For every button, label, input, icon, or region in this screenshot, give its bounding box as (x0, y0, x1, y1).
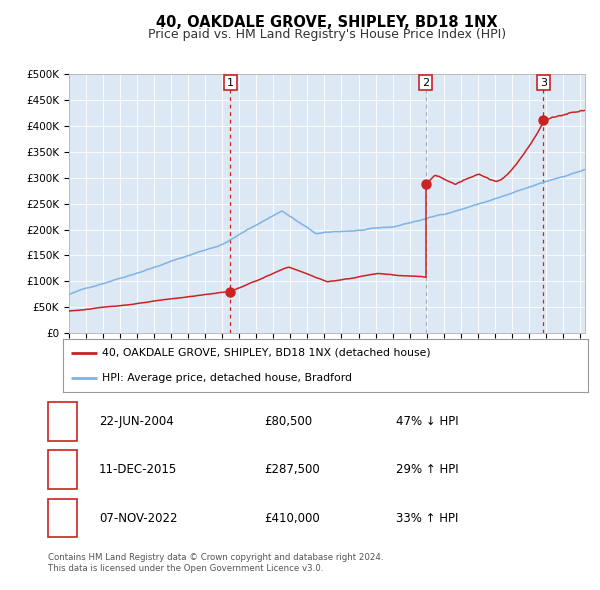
Text: 29% ↑ HPI: 29% ↑ HPI (396, 463, 458, 476)
Text: Contains HM Land Registry data © Crown copyright and database right 2024.
This d: Contains HM Land Registry data © Crown c… (48, 553, 383, 573)
Text: Price paid vs. HM Land Registry's House Price Index (HPI): Price paid vs. HM Land Registry's House … (148, 28, 506, 41)
Text: 11-DEC-2015: 11-DEC-2015 (99, 463, 177, 476)
Text: 1: 1 (59, 415, 66, 428)
Text: 3: 3 (59, 512, 66, 525)
Text: 07-NOV-2022: 07-NOV-2022 (99, 512, 178, 525)
Text: HPI: Average price, detached house, Bradford: HPI: Average price, detached house, Brad… (103, 373, 352, 383)
Text: 2: 2 (422, 78, 429, 88)
Text: 2: 2 (59, 463, 66, 476)
Text: 40, OAKDALE GROVE, SHIPLEY, BD18 1NX (detached house): 40, OAKDALE GROVE, SHIPLEY, BD18 1NX (de… (103, 348, 431, 358)
Text: 40, OAKDALE GROVE, SHIPLEY, BD18 1NX: 40, OAKDALE GROVE, SHIPLEY, BD18 1NX (156, 15, 498, 30)
Text: £287,500: £287,500 (264, 463, 320, 476)
Text: 22-JUN-2004: 22-JUN-2004 (99, 415, 174, 428)
Text: 33% ↑ HPI: 33% ↑ HPI (396, 512, 458, 525)
Text: £80,500: £80,500 (264, 415, 312, 428)
Text: £410,000: £410,000 (264, 512, 320, 525)
Text: 1: 1 (227, 78, 234, 88)
Text: 47% ↓ HPI: 47% ↓ HPI (396, 415, 458, 428)
Text: 3: 3 (540, 78, 547, 88)
